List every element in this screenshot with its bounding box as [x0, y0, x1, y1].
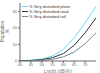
svg-text:0: 0 — [15, 58, 18, 63]
svg-text:30: 30 — [13, 9, 18, 14]
svg-text:45: 45 — [29, 62, 34, 67]
html-text:Population %: Population % — [0, 21, 10, 43]
svg-text:55: 55 — [50, 62, 55, 67]
svg-text:60: 60 — [61, 62, 66, 67]
svg-text:20: 20 — [13, 25, 18, 30]
svg-text:70: 70 — [83, 62, 88, 67]
svg-text:40: 40 — [18, 62, 23, 67]
html-text:% Very disturbed plane: % Very disturbed plane — [29, 4, 71, 9]
html-text:% Very disturbed road: % Very disturbed road — [29, 9, 69, 14]
svg-text:Lnight (dB(A)): Lnight (dB(A)) — [44, 69, 73, 73]
svg-text:50: 50 — [39, 62, 44, 67]
svg-text:10: 10 — [13, 42, 18, 47]
html-text:% Very disturbed rail: % Very disturbed rail — [29, 14, 66, 19]
svg-text:65: 65 — [72, 62, 77, 67]
